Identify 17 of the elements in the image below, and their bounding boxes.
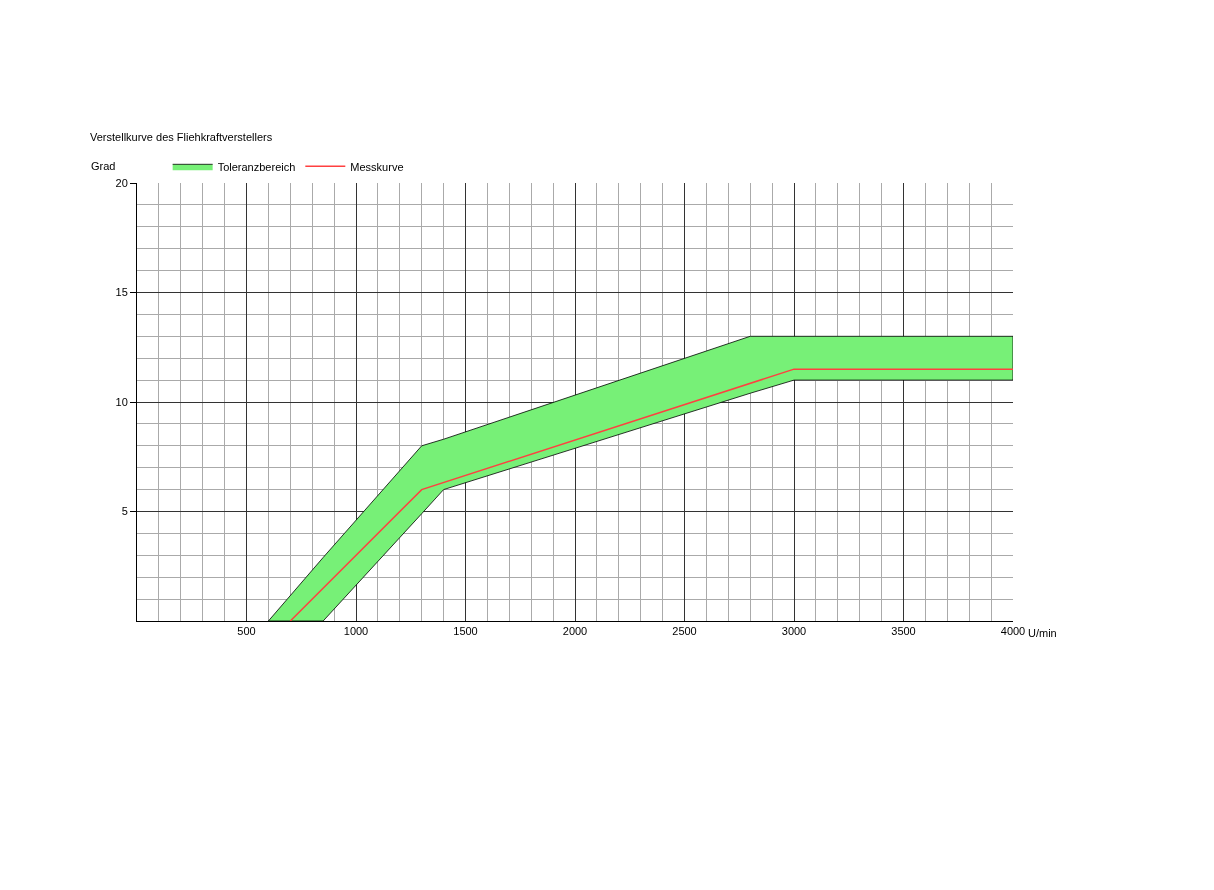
- x-tick-label: 1000: [343, 625, 369, 638]
- x-tick-label: 2000: [562, 625, 588, 638]
- chart-title: Verstellkurve des Fliehkraftverstellers: [90, 130, 273, 143]
- x-tick-label: 4000: [1000, 625, 1026, 638]
- x-tick-label: 3500: [891, 625, 916, 638]
- legend-label: Toleranzbereich: [217, 160, 296, 173]
- y-tick-label: 5: [121, 505, 128, 518]
- x-tick-label: 2500: [672, 625, 697, 638]
- x-axis-title: U/min: [1028, 627, 1057, 639]
- y-tick-label: 10: [115, 395, 128, 408]
- y-tick-label: 20: [115, 176, 128, 189]
- y-tick-label: 15: [115, 286, 128, 299]
- x-tick-label: 500: [237, 625, 256, 638]
- x-tick-label: 3000: [781, 625, 807, 638]
- y-axis-title: Grad: [91, 160, 116, 172]
- legend-label: Messkurve: [350, 160, 404, 173]
- x-tick-label: 1500: [453, 625, 478, 638]
